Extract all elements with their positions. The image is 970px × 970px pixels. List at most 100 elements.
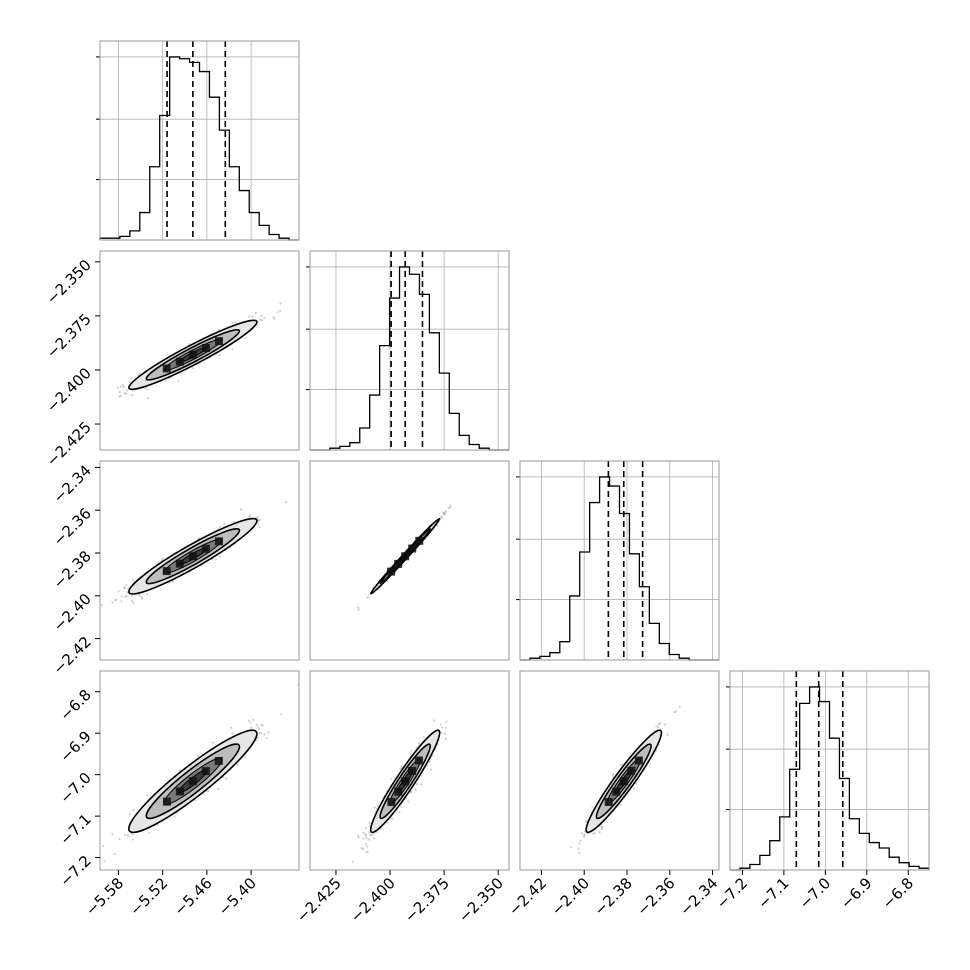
pair-3-2-sample	[674, 710, 678, 713]
pair-2-0-sample	[161, 557, 164, 561]
pair-3-2-sample	[598, 831, 601, 834]
pair-1-0-core-4	[162, 364, 171, 373]
pair-3-0-sample	[148, 831, 151, 834]
pair-2-0-sample	[239, 508, 243, 511]
pair-1-0-sample	[122, 385, 125, 389]
pair-1-0-sample	[125, 389, 129, 392]
xtick-label-2-2: −2.38	[591, 874, 636, 919]
xtick-label-2-0: −2.42	[505, 874, 550, 919]
pair-3-2-sample	[600, 827, 603, 831]
pair-3-1-sample	[362, 837, 365, 840]
pair-1-0-frame	[99, 250, 300, 451]
pair-3-0-sample	[230, 726, 233, 729]
pair-3-2-sample	[582, 835, 586, 838]
pair-1-0-sample	[279, 309, 282, 312]
pair-3-1-sample	[364, 827, 367, 830]
pair-2-0-sample	[248, 516, 251, 519]
pair-3-0-sample	[102, 844, 105, 848]
pair-2-1-core-0	[415, 536, 424, 545]
pair-3-2-sample	[583, 834, 586, 837]
pair-1-0-sample	[125, 392, 128, 395]
pair-3-0-sample	[128, 813, 131, 816]
pair-3-1-sample	[398, 811, 401, 814]
pair-3-2-sample	[666, 733, 669, 736]
pair-2-0-sample	[171, 580, 174, 583]
pair-3-1-core-1	[408, 766, 417, 775]
pair-3-0-sample	[265, 736, 268, 739]
pair-panel-2-0	[100, 501, 288, 622]
pair-3-1-sample	[368, 822, 371, 825]
pair-3-0-core-4	[162, 797, 171, 806]
pair-2-1-sample	[440, 516, 443, 520]
pair-2-0-sample	[145, 593, 149, 596]
hist-panel-2	[516, 461, 719, 661]
pair-3-0-sample	[236, 763, 239, 766]
pair-1-0-core-0	[215, 337, 224, 346]
pair-3-0-sample	[280, 713, 283, 716]
pair-2-0-content	[100, 501, 288, 622]
pair-1-0-sample	[74, 412, 76, 414]
pair-3-2-sample	[632, 787, 636, 791]
pair-1-0-sample	[121, 383, 125, 387]
pair-1-0-sample	[260, 314, 263, 317]
pair-3-0-sample	[225, 777, 228, 780]
pair-3-2-sample	[635, 782, 638, 785]
ytick-label-3-0: −7.2	[56, 852, 94, 890]
pair-1-0-sample	[261, 319, 264, 322]
xtick-label-0-2: −5.46	[170, 874, 215, 919]
pair-3-0-sample	[207, 789, 210, 793]
pair-3-0-core-3	[175, 787, 184, 796]
pair-3-2-sample	[578, 842, 581, 845]
pair-3-0-sample	[131, 833, 134, 836]
pair-panel-3-0	[100, 683, 299, 863]
pair-2-0-core-2	[188, 552, 197, 561]
pair-1-0-sample	[119, 385, 123, 388]
hist-3-frame	[729, 670, 930, 871]
hist-2-frame	[519, 460, 720, 661]
pair-2-1-sample	[440, 515, 443, 518]
pair-3-2-core-0	[634, 756, 643, 765]
pair-2-1-sample	[357, 608, 360, 611]
xtick-label-0-1: −5.52	[126, 874, 171, 919]
pair-2-1-frame	[309, 460, 510, 661]
pair-3-2-sample	[579, 839, 582, 842]
pair-3-1-sample	[357, 834, 360, 837]
pair-2-0-sample	[100, 604, 103, 607]
pair-1-0-sample	[248, 315, 251, 318]
pair-3-1-content	[351, 719, 448, 863]
pair-2-0-core-3	[175, 559, 184, 568]
xtick-label-1-0: −2.425	[293, 874, 345, 926]
pair-3-0-sample	[258, 727, 261, 731]
pair-3-1-sample	[428, 760, 431, 763]
pair-1-0-sample	[164, 380, 167, 383]
pair-2-0-sample	[125, 594, 128, 598]
pair-2-0-sample	[141, 597, 144, 600]
pair-3-2-core-4	[604, 798, 613, 807]
pair-3-1-sample	[372, 837, 375, 840]
pair-3-0-sample	[255, 723, 258, 726]
pair-1-0-sample	[231, 321, 234, 325]
ytick-label-2-0: −2.42	[50, 633, 95, 678]
pair-3-0-sample	[260, 724, 263, 727]
pair-1-0-sample	[177, 380, 180, 383]
ytick-label-2-1: −2.40	[50, 590, 95, 635]
pair-1-0-sample	[131, 394, 134, 397]
pair-3-1-sample	[364, 833, 367, 836]
pair-3-1-sample	[440, 723, 443, 726]
pair-2-1-sample	[442, 512, 445, 515]
pair-3-1-sample	[366, 850, 369, 853]
pair-3-0-sample	[103, 860, 106, 863]
pair-3-1-sample	[444, 726, 448, 729]
ytick-label-3-1: −7.1	[56, 810, 94, 848]
pair-3-2-sample	[570, 846, 573, 849]
pair-3-0-sample	[267, 731, 270, 734]
pair-3-2-sample	[593, 831, 596, 834]
pair-3-0-sample	[256, 725, 259, 728]
pair-2-1-sample	[447, 506, 450, 510]
pair-3-0-sample	[231, 732, 234, 735]
xtick-label-3-0: −7.2	[713, 874, 751, 912]
pair-3-0-sample	[126, 834, 129, 837]
xtick-label-3-4: −6.8	[879, 874, 917, 912]
pair-3-1-sample	[370, 834, 373, 837]
pair-3-1-core-3	[394, 787, 403, 796]
